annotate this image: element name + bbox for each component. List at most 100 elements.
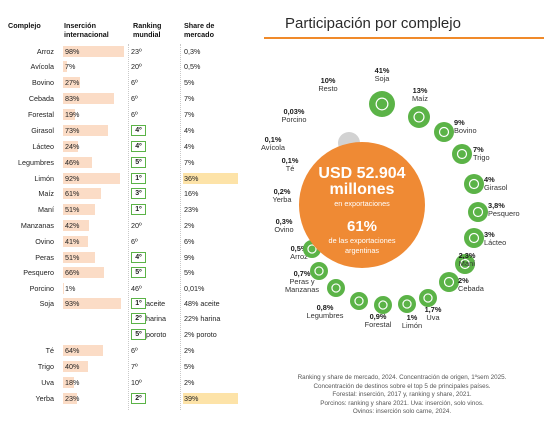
footnote-line: Ranking y share de mercado, 2024. Concen… bbox=[297, 374, 507, 381]
icon-glyph bbox=[375, 97, 389, 111]
complex-name: Ovino bbox=[35, 237, 54, 246]
ranking-top5-badge: 3º bbox=[131, 188, 146, 199]
header-share: Share de mercado bbox=[184, 21, 215, 39]
barley-icon bbox=[439, 272, 459, 292]
bean-icon bbox=[350, 292, 368, 310]
ranking-value: 23º bbox=[131, 47, 142, 56]
ranking-value: 6º bbox=[131, 237, 138, 246]
slice-value: 10% bbox=[321, 76, 336, 85]
footnote-line: Forestal: inserción, 2017 y, ranking y s… bbox=[332, 391, 472, 399]
share-value: 0,01% bbox=[184, 284, 205, 293]
cow-icon bbox=[434, 122, 454, 142]
icon-glyph bbox=[307, 244, 317, 254]
column-divider bbox=[128, 44, 129, 410]
icon-glyph bbox=[456, 148, 468, 160]
icon-glyph bbox=[468, 232, 480, 244]
icon-glyph bbox=[468, 178, 480, 190]
insercion-value: 1% bbox=[65, 284, 76, 293]
slice-label: Soja bbox=[375, 74, 391, 83]
soy-icon bbox=[369, 91, 395, 117]
slice-label: Té bbox=[286, 164, 295, 173]
complex-name: Maní bbox=[38, 205, 54, 214]
slice-label: Maíz bbox=[412, 94, 428, 103]
insercion-value: 23% bbox=[65, 394, 80, 403]
insercion-bar bbox=[63, 173, 121, 184]
insercion-bar bbox=[63, 283, 64, 294]
slice-value: 0,5% bbox=[291, 244, 308, 253]
complex-name: Uva bbox=[41, 378, 54, 387]
insercion-bar bbox=[63, 298, 121, 309]
table-subrow: 2º harina 22% harina bbox=[0, 311, 250, 326]
share-value: 2% bbox=[184, 378, 195, 387]
slice-label: Avícola bbox=[261, 143, 286, 152]
table-row: Girasol 73% 4º 4% bbox=[0, 123, 250, 138]
slice-peanut: 2,3%Maní bbox=[455, 251, 476, 274]
complex-name: Trigo bbox=[37, 362, 54, 371]
table-subrow: 5º poroto 2% poroto bbox=[0, 327, 250, 342]
insercion-bar bbox=[63, 46, 124, 57]
insercion-value: 83% bbox=[65, 94, 80, 103]
insercion-value: 73% bbox=[65, 126, 80, 135]
insercion-value: 40% bbox=[65, 362, 80, 371]
insercion-value: 42% bbox=[65, 221, 80, 230]
slice-label: Bovino bbox=[454, 126, 477, 135]
wheat-icon bbox=[452, 144, 472, 164]
insercion-value: 64% bbox=[65, 346, 80, 355]
apple-icon bbox=[327, 279, 345, 297]
table-row: Lácteo 24% 4º 4% bbox=[0, 139, 250, 154]
slice-rice: 0,5%Arroz bbox=[290, 244, 328, 280]
insercion-bar bbox=[63, 141, 78, 152]
slice-value: 2% bbox=[458, 276, 469, 285]
footnotes: Ranking y share de mercado, 2024. Concen… bbox=[256, 374, 548, 417]
slice-value: 13% bbox=[413, 86, 428, 95]
slice-sunflower: 4%Girasol bbox=[464, 174, 508, 194]
slice-value: 0,7% bbox=[294, 269, 311, 278]
slice-label: Lácteo bbox=[484, 238, 506, 247]
tree-icon bbox=[374, 296, 392, 314]
slice-label: Forestal bbox=[365, 320, 392, 329]
corn-icon bbox=[408, 106, 430, 128]
complex-name: Soja bbox=[39, 299, 54, 308]
slice-value: 0,1% bbox=[265, 135, 282, 144]
header-insercion: Inserción internacional bbox=[64, 21, 109, 39]
table-row: Uva 18% 10º 2% bbox=[0, 375, 250, 390]
center-summary: USD 52.904 millones en exportaciones 61%… bbox=[299, 142, 425, 268]
insercion-value: 41% bbox=[65, 237, 80, 246]
table-row: Yerba 23% 2º 39% bbox=[0, 391, 250, 406]
insercion-bar bbox=[63, 267, 104, 278]
insercion-value: 92% bbox=[65, 174, 80, 183]
ranking-top5-badge: 4º bbox=[131, 141, 146, 152]
peanut-icon bbox=[455, 254, 475, 274]
icon-glyph bbox=[402, 299, 412, 309]
footnote-line: Porcinos: ranking y share 2021. Uva: ins… bbox=[320, 399, 484, 407]
ranking-value: 7º bbox=[131, 362, 138, 371]
table-row: Cebada 83% 6º 7% bbox=[0, 91, 250, 106]
share-value: 7% bbox=[184, 94, 195, 103]
share-value: 9% bbox=[184, 253, 195, 262]
slice-value: 0,2% bbox=[274, 187, 291, 196]
slice-apple: 0,7%Peras y Manzanas bbox=[285, 269, 345, 297]
slice-resto: 10%Resto bbox=[318, 76, 360, 154]
icon-glyph bbox=[459, 258, 471, 270]
insercion-bar bbox=[63, 157, 92, 168]
insercion-bar bbox=[63, 109, 75, 120]
insercion-value: 27% bbox=[65, 78, 80, 87]
ranking-top5-badge: 4º bbox=[131, 252, 146, 263]
insercion-bar bbox=[63, 220, 90, 231]
slice-lemon: 1%Limón bbox=[398, 295, 422, 330]
slice-label: Trigo bbox=[473, 153, 490, 162]
insercion-value: 24% bbox=[65, 142, 80, 151]
ranking-value: 10º bbox=[131, 378, 142, 387]
insercion-value: 61% bbox=[65, 189, 80, 198]
slice-value: 1% bbox=[407, 313, 418, 322]
complex-name: Avícola bbox=[30, 62, 54, 71]
complex-name: Limón bbox=[34, 174, 54, 183]
center-value: USD 52.904 bbox=[318, 165, 405, 182]
complex-share-chart: 41%Soja13%Maíz9%Bovino7%Trigo4%Girasol3,… bbox=[261, 66, 520, 330]
slice-label: Uva bbox=[426, 313, 440, 322]
complex-name: Girasol bbox=[31, 126, 54, 135]
ranking-product: aceite bbox=[146, 299, 166, 308]
sunflower-icon bbox=[464, 174, 484, 194]
insercion-bar bbox=[63, 361, 88, 372]
icon-glyph bbox=[423, 293, 433, 303]
